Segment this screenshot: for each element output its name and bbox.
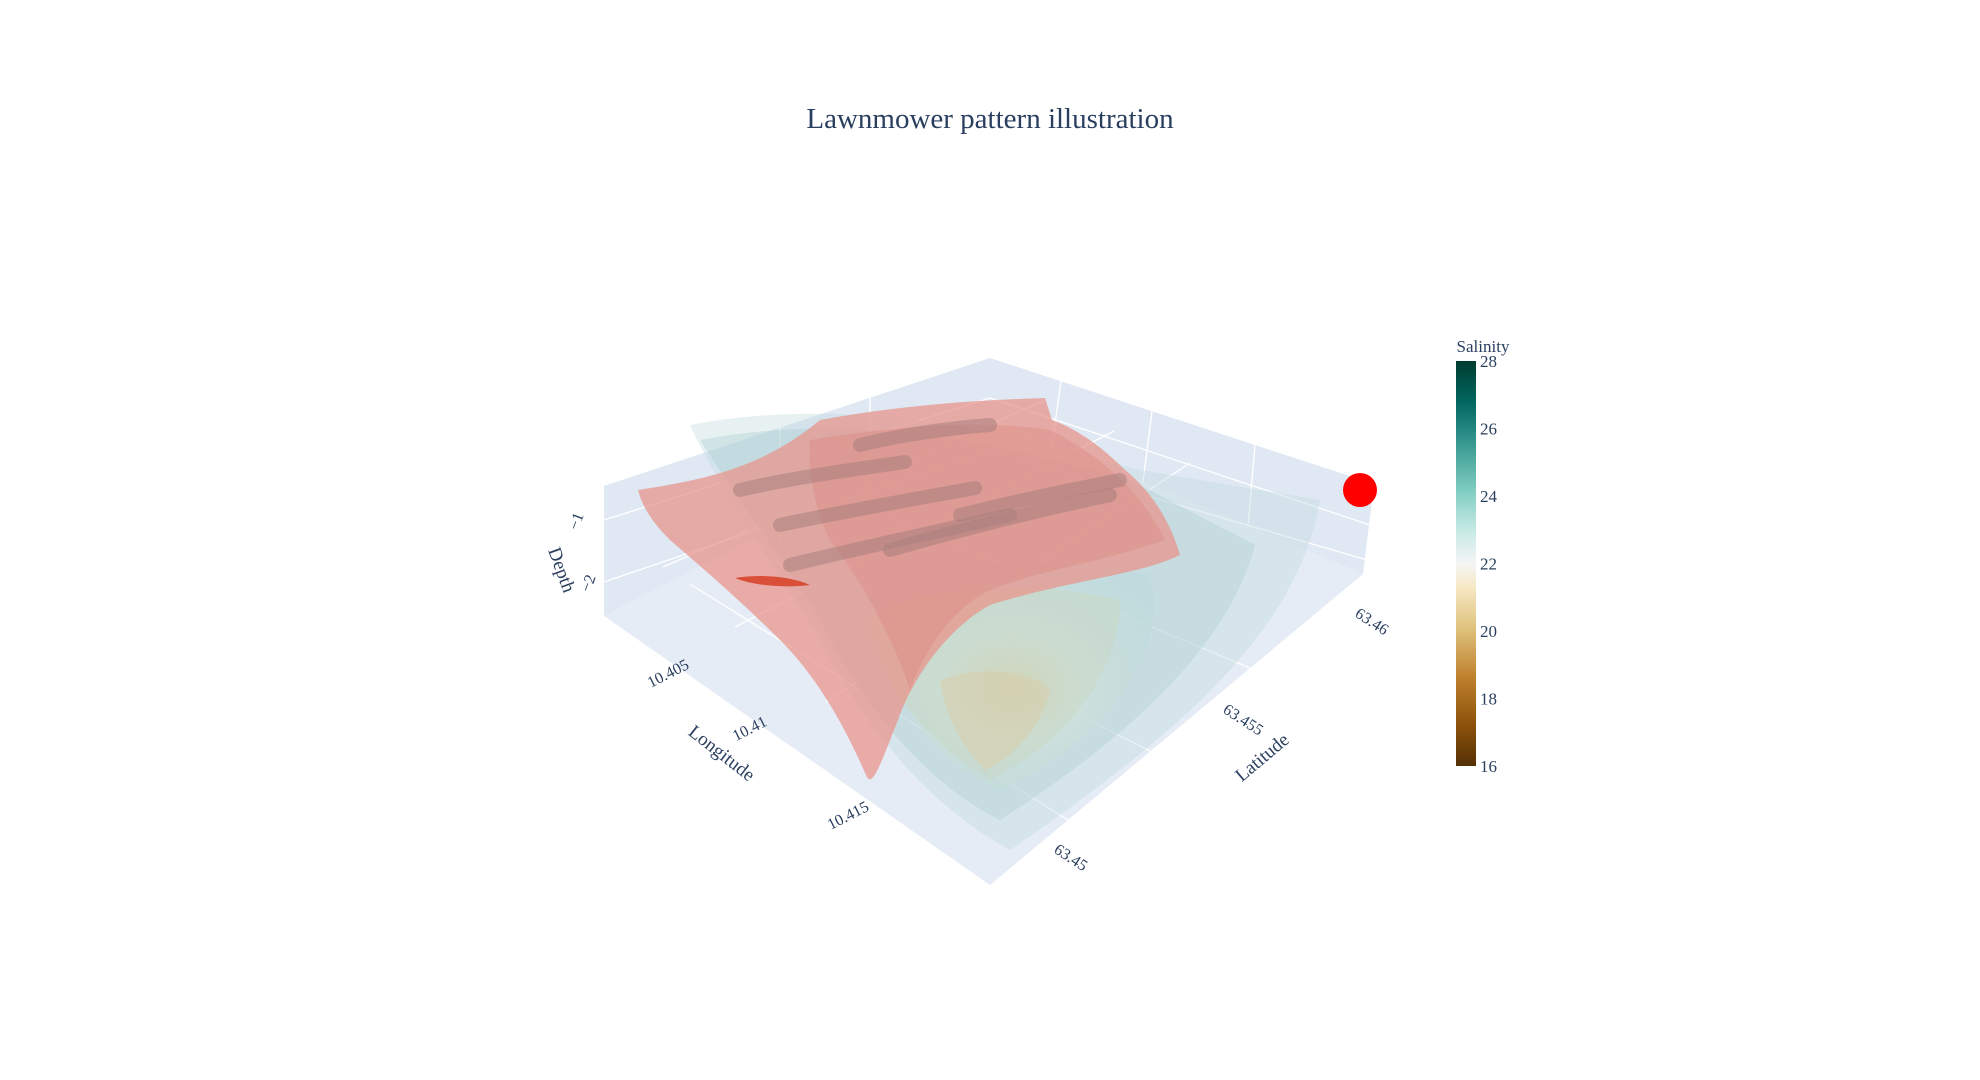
red-feature [735,576,810,587]
y-tick-label: 63.45 [1051,841,1090,875]
colorbar-tick-label: 24 [1480,487,1498,506]
lawnmower-stripes [733,418,1127,572]
colorbar-ticks: 16 18 20 22 24 26 28 [1480,352,1498,776]
x-tick-label: 10.415 [825,798,872,833]
chart-title: Lawnmower pattern illustration [806,103,1174,135]
z-tick-label: −2 [578,573,600,595]
colorbar-title: Salinity [1457,337,1510,356]
colorbar-tick-label: 20 [1480,622,1497,641]
colorbar-tick-label: 26 [1480,420,1497,439]
colorbar-gradient [1456,361,1476,766]
z-axis-title: Depth [543,545,579,596]
colorbar-tick-label: 22 [1480,555,1497,574]
stripe [953,473,1127,522]
y-tick-label: 63.455 [1220,701,1266,739]
scene[interactable]: 10.405 10.41 10.415 63.45 63.455 63.46 −… [543,358,1391,885]
colorbar: Salinity 16 18 20 22 24 26 28 [1456,337,1510,776]
stripe [883,488,1117,557]
scene-wall-right [990,358,1374,574]
z-tick-label: −1 [566,511,588,533]
y-tick-label: 63.46 [1352,605,1391,639]
colorbar-tick-label: 16 [1480,757,1497,776]
colorbar-tick-label: 18 [1480,690,1497,709]
stripe [853,418,997,452]
stripe [773,481,982,532]
colorbar-tick-label: 28 [1480,352,1497,371]
y-axis-title: Latitude [1231,729,1293,786]
x-tick-label: 10.41 [730,713,770,744]
salinity-layer-4 [940,671,1050,770]
x-tick-label: 10.405 [645,656,692,691]
stripe [733,455,912,497]
position-marker[interactable] [1343,473,1377,507]
